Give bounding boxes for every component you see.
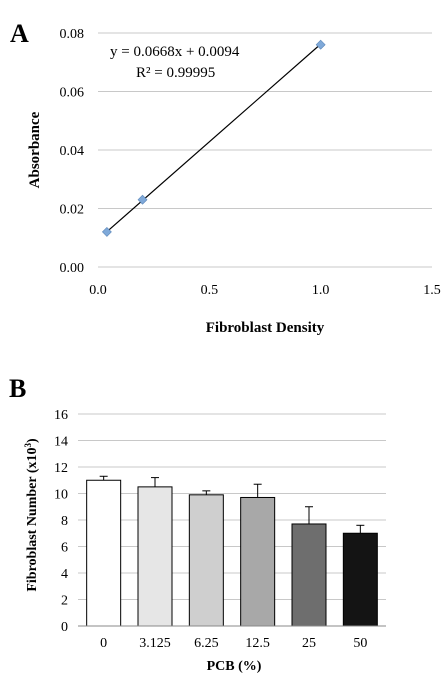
trendline-equation: y = 0.0668x + 0.0094	[110, 44, 240, 60]
panel-a-gridlines	[98, 32, 432, 268]
y-tick-label: 4	[61, 567, 68, 582]
panel-b-y-tick-labels: 0 2 4 6 8 10 12 14 16	[54, 408, 68, 635]
panel-a-y-axis-label: Absorbance	[27, 111, 43, 188]
y-tick-label: 16	[54, 408, 68, 423]
y-tick-label: 0.00	[60, 261, 85, 276]
data-point	[315, 39, 326, 50]
x-tick-label: 6.25	[194, 636, 219, 651]
ylabel-end: )	[25, 438, 40, 443]
x-tick-label: 0.0	[89, 283, 107, 298]
x-tick-label: 25	[302, 636, 316, 651]
x-tick-label: 50	[353, 636, 367, 651]
y-tick-label: 8	[61, 514, 68, 529]
panel-a-y-tick-labels: 0.00 0.02 0.04 0.06 0.08	[60, 27, 85, 276]
y-tick-label: 6	[61, 541, 68, 556]
y-tick-label: 12	[54, 461, 68, 476]
y-tick-label: 0.04	[60, 144, 85, 159]
x-tick-label: 1.0	[312, 283, 330, 298]
bar	[342, 532, 378, 627]
x-tick-label: 3.125	[139, 636, 171, 651]
y-tick-label: 0	[61, 620, 68, 635]
data-point	[137, 194, 148, 205]
y-tick-label: 2	[61, 594, 68, 609]
panel-a: A 0.00 0.02 0.04 0.06 0.08 0.0 0.5 1.0 1.5 y = …	[10, 19, 441, 336]
panel-a-data-points	[101, 39, 326, 237]
ylabel-superscript: 3	[23, 443, 33, 448]
x-tick-label: 12.5	[245, 636, 270, 651]
panel-b-y-axis-label: Fibroblast Number (x103)	[23, 438, 40, 592]
y-tick-label: 10	[54, 488, 68, 503]
y-tick-label: 0.08	[60, 27, 85, 42]
bar	[188, 494, 224, 627]
bar	[86, 479, 122, 627]
panel-a-x-axis-label: Fibroblast Density	[206, 320, 325, 336]
y-tick-label: 0.02	[60, 203, 85, 218]
panel-b-bars	[86, 479, 378, 627]
y-tick-label: 0.06	[60, 86, 85, 101]
data-point	[101, 226, 112, 237]
r-squared-label: R² = 0.99995	[136, 65, 215, 81]
panel-b: B 0 2 4 6 8 10 12 14 16 0 3.125 6.25 12.5 25 50 Fibro…	[9, 374, 386, 674]
panel-b-x-tick-labels: 0 3.125 6.25 12.5 25 50	[100, 636, 367, 651]
panel-b-x-axis-label: PCB (%)	[207, 659, 262, 674]
panel-a-label: A	[10, 19, 29, 48]
x-tick-label: 0.5	[201, 283, 219, 298]
panel-b-error-bars	[99, 475, 365, 534]
x-tick-label: 0	[100, 636, 107, 651]
bar	[291, 523, 327, 627]
panel-b-gridlines	[78, 413, 386, 627]
bar	[137, 486, 173, 627]
panel-b-label: B	[9, 374, 26, 403]
ylabel-main: Fibroblast Number (x10	[25, 448, 40, 592]
bar	[240, 496, 276, 627]
y-tick-label: 14	[54, 435, 68, 450]
x-tick-label: 1.5	[423, 283, 441, 298]
panel-a-x-tick-labels: 0.0 0.5 1.0 1.5	[89, 283, 441, 298]
